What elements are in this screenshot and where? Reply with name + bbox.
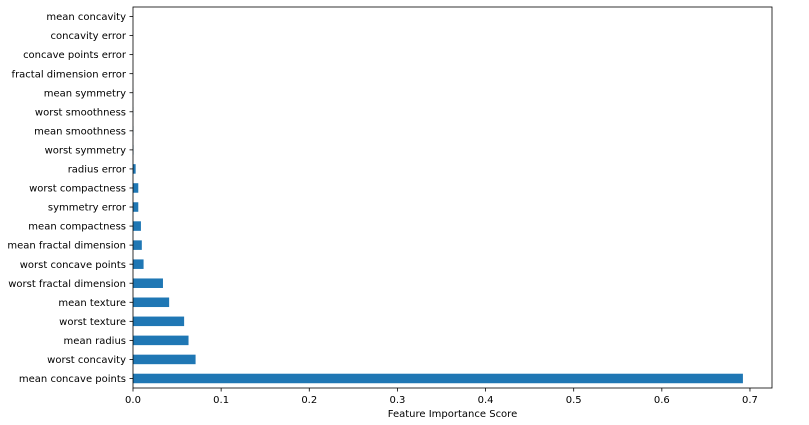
y-tick-label: concavity error: [50, 31, 126, 42]
plot-frame: [132, 6, 773, 389]
bar-0: [133, 373, 743, 384]
y-tick-label: mean symmetry: [44, 88, 126, 99]
bar-1: [133, 354, 196, 365]
x-ticks-group: 0.0 0.1 0.2 0.3 0.4 0.5 0.6 0.7: [125, 388, 758, 406]
y-tick-label: worst compactness: [29, 184, 126, 195]
bar-7: [133, 240, 142, 250]
y-tick-label: worst smoothness: [35, 107, 126, 118]
x-tick-label: 0.5: [566, 395, 582, 406]
y-tick-label: mean radius: [64, 336, 126, 347]
x-tick-label: 0.2: [301, 395, 317, 406]
y-tick-label: worst texture: [59, 317, 126, 328]
y-tick-label: mean concave points: [19, 374, 126, 385]
x-tick-label: 0.4: [478, 395, 494, 406]
bar-8: [133, 221, 141, 231]
y-tick-label: radius error: [68, 165, 127, 176]
y-tick-label: worst concave points: [20, 260, 126, 271]
y-tick-label: worst symmetry: [45, 145, 127, 156]
x-tick-label: 0.3: [389, 395, 405, 406]
y-tick-label: worst fractal dimension: [8, 279, 126, 290]
bar-10: [133, 183, 139, 193]
x-tick-label: 0.7: [742, 395, 758, 406]
y-tick-label: mean compactness: [28, 222, 126, 233]
y-tick-label: fractal dimension error: [12, 69, 127, 80]
y-tick-label: concave points error: [23, 50, 127, 61]
bar-3: [133, 316, 185, 327]
x-tick-label: 0.0: [125, 395, 141, 406]
bar-6: [133, 259, 144, 269]
x-axis-label: Feature Importance Score: [388, 409, 517, 420]
x-tick-label: 0.1: [213, 395, 229, 406]
y-tick-label: mean concavity: [46, 12, 126, 23]
y-ticks-group: mean concave points worst concavity mean r…: [7, 12, 133, 385]
bar-4: [133, 297, 170, 308]
bar-5: [133, 278, 163, 288]
bar-9: [133, 202, 139, 212]
y-tick-label: mean smoothness: [34, 126, 126, 137]
y-tick-label: mean texture: [58, 298, 126, 309]
bar-11: [133, 164, 136, 174]
bar-2: [133, 335, 189, 346]
x-tick-label: 0.6: [654, 395, 670, 406]
y-tick-label: symmetry error: [48, 203, 127, 214]
y-tick-label: worst concavity: [47, 355, 126, 366]
plot-area: [133, 7, 772, 388]
y-tick-label: mean fractal dimension: [7, 241, 126, 252]
bars-group: [133, 87, 743, 384]
